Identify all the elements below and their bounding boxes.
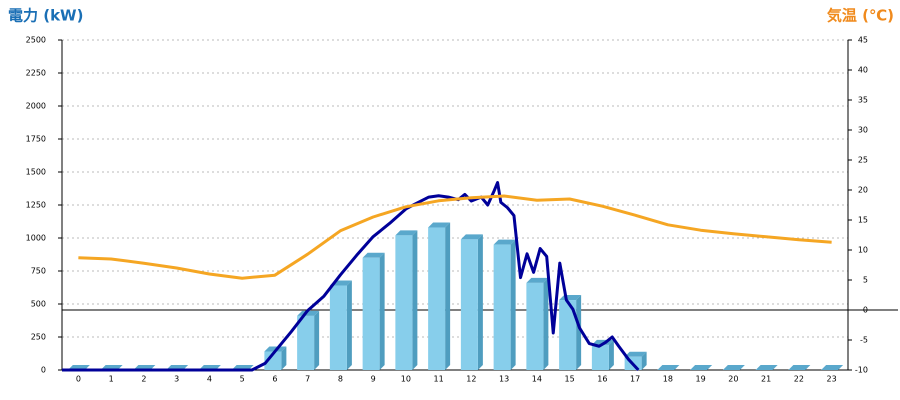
temperature-line <box>78 194 832 280</box>
x-tick-label: 0 <box>76 375 81 384</box>
bar-top <box>526 277 549 283</box>
bar-side <box>641 351 647 370</box>
y2-tick-label: 35 <box>858 96 868 105</box>
bar-top <box>460 234 483 240</box>
power-line <box>62 181 640 372</box>
y-tick-label: 1750 <box>26 135 46 144</box>
y2-tick-label: 40 <box>858 66 868 75</box>
y2-tick-label: -10 <box>855 366 868 375</box>
y2-tick-label: 20 <box>858 186 868 195</box>
x-tick-label: 12 <box>466 375 476 384</box>
y2-axis-title: 気温 (℃) <box>827 7 894 25</box>
y2-tick-label: 25 <box>858 156 868 165</box>
bar-side <box>379 252 385 370</box>
bar-side <box>281 346 287 370</box>
bar-top <box>624 351 647 357</box>
bar-top <box>788 365 811 370</box>
x-tick-label: 2 <box>141 375 146 384</box>
x-tick-label: 10 <box>401 375 411 384</box>
x-tick-label: 15 <box>565 375 575 384</box>
x-tick-label: 19 <box>696 375 706 384</box>
bar-side <box>608 339 614 370</box>
x-tick-label: 3 <box>174 375 179 384</box>
x-tick-label: 4 <box>207 375 212 384</box>
x-tick-label: 7 <box>305 375 310 384</box>
bar-side <box>346 280 352 370</box>
bar-side <box>412 230 418 370</box>
y2-tick-label: 30 <box>858 126 868 135</box>
y-tick-label: 2000 <box>26 102 46 111</box>
bar-side <box>445 222 451 370</box>
bar-side <box>510 239 516 370</box>
bar <box>395 235 413 370</box>
x-tick-label: 16 <box>597 375 607 384</box>
bar-side <box>543 277 549 370</box>
x-tick-label: 6 <box>272 375 277 384</box>
x-tick-label: 21 <box>761 375 771 384</box>
x-tick-label: 1 <box>109 375 114 384</box>
bar-top <box>755 365 778 370</box>
bar-top <box>722 365 745 370</box>
y-axis-title: 電力 (kW) <box>8 7 83 25</box>
y2-tick-label: 15 <box>858 216 868 225</box>
bar <box>493 244 511 370</box>
x-tick-label: 8 <box>338 375 343 384</box>
x-tick-label: 14 <box>532 375 542 384</box>
bar <box>362 257 380 370</box>
x-tick-label: 17 <box>630 375 640 384</box>
bar-top <box>690 365 713 370</box>
x-tick-label: 22 <box>794 375 804 384</box>
y2-tick-label: 5 <box>863 276 868 285</box>
y-tick-label: 250 <box>31 333 46 342</box>
x-tick-label: 9 <box>371 375 376 384</box>
x-tick-label: 5 <box>240 375 245 384</box>
bar <box>329 285 347 370</box>
bar <box>526 282 544 370</box>
x-tick-label: 18 <box>663 375 673 384</box>
y-tick-label: 500 <box>31 300 46 309</box>
bar-side <box>576 295 582 370</box>
bar-top <box>362 252 385 258</box>
x-tick-label: 23 <box>827 375 837 384</box>
bar-side <box>314 310 320 370</box>
y2-tick-label: 10 <box>858 246 868 255</box>
bar <box>559 300 577 370</box>
bar-top <box>821 365 844 370</box>
bar-top <box>428 222 451 228</box>
y-tick-label: 1000 <box>26 234 46 243</box>
bar-top <box>657 365 680 370</box>
y-tick-label: 1500 <box>26 168 46 177</box>
x-tick-label: 13 <box>499 375 509 384</box>
y-tick-label: 0 <box>41 366 46 375</box>
bar-top <box>395 230 418 236</box>
y2-tick-label: -5 <box>860 336 868 345</box>
y-tick-label: 1250 <box>26 201 46 210</box>
x-tick-label: 11 <box>434 375 444 384</box>
bar <box>297 315 315 370</box>
bar <box>264 351 282 370</box>
bar-top <box>493 239 516 245</box>
y-tick-label: 2500 <box>26 36 46 45</box>
bar <box>460 239 478 370</box>
y2-tick-label: 45 <box>858 36 868 45</box>
y-tick-label: 2250 <box>26 69 46 78</box>
bar <box>591 344 609 370</box>
x-tick-label: 20 <box>728 375 738 384</box>
bar-side <box>477 234 483 370</box>
y-tick-label: 750 <box>31 267 46 276</box>
bar <box>428 227 446 370</box>
